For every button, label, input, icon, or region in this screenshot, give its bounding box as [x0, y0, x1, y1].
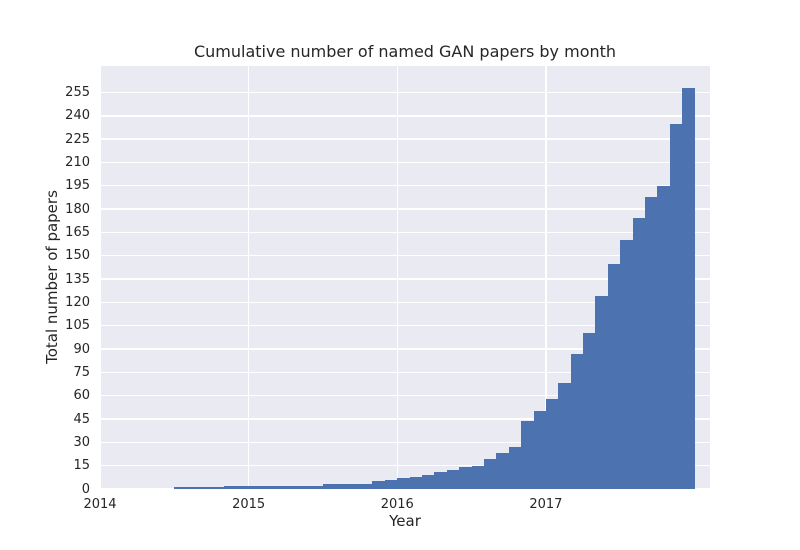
bar-2017-01: [545, 398, 559, 489]
bar-2015-07: [322, 484, 336, 489]
y-tick-label: 225: [65, 131, 90, 147]
bar-2017-06: [607, 263, 621, 489]
bar-2016-04: [434, 471, 448, 489]
bar-2015-02: [261, 485, 274, 489]
bar-2015-10: [360, 484, 373, 489]
bar-2017-09: [644, 196, 658, 489]
y-tick-label: 105: [65, 318, 90, 334]
y-tick-label: 150: [65, 248, 90, 264]
bar-2016-08: [483, 459, 497, 489]
y-tick-label: 120: [65, 294, 90, 310]
y-gridline: [100, 464, 710, 467]
bar-2014-08: [186, 487, 200, 489]
bar-2017-08: [632, 218, 646, 489]
bar-2017-03: [570, 353, 584, 489]
bar-2014-10: [211, 487, 225, 489]
y-tick-label: 240: [65, 108, 90, 124]
x-tick-label: 2015: [232, 497, 266, 512]
y-gridline: [100, 301, 710, 304]
plot-area: [100, 66, 710, 489]
y-tick-label: 210: [65, 154, 90, 170]
y-gridline: [100, 441, 710, 444]
x-gridline: [396, 66, 398, 489]
y-gridline: [100, 184, 710, 187]
y-tick-label: 15: [73, 458, 90, 474]
bar-2017-05: [595, 296, 609, 489]
bar-2016-10: [508, 447, 522, 489]
y-tick-label: 45: [73, 411, 90, 427]
bar-2014-11: [223, 485, 237, 489]
bar-2015-01: [248, 485, 262, 489]
y-tick-label: 180: [65, 201, 90, 217]
y-tick-label: 0: [81, 481, 90, 497]
bar-2016-02: [409, 476, 423, 489]
bar-2015-03: [273, 485, 287, 489]
y-gridline: [100, 161, 710, 164]
y-tick-label: 90: [73, 341, 90, 357]
bar-2014-07: [174, 487, 188, 489]
chart-title: Cumulative number of named GAN papers by…: [193, 42, 617, 61]
x-gridline: [100, 66, 101, 489]
bar-2016-03: [422, 475, 435, 489]
y-tick-label: 135: [65, 271, 90, 287]
x-axis-label: Year: [389, 512, 421, 530]
y-gridline: [100, 278, 710, 280]
bar-2016-01: [397, 478, 411, 489]
x-tick-label: 2017: [529, 497, 563, 512]
bar-2014-09: [199, 487, 212, 489]
bar-2016-06: [459, 467, 472, 489]
bar-2017-10: [657, 185, 671, 489]
y-gridline: [100, 231, 710, 234]
bar-2015-11: [372, 481, 386, 489]
bar-2015-04: [285, 485, 299, 489]
y-gridline: [100, 208, 710, 210]
y-tick-label: 30: [73, 434, 90, 450]
bar-2016-09: [496, 453, 510, 489]
y-gridline: [100, 138, 710, 140]
bar-2014-12: [236, 485, 250, 489]
y-tick-label: 165: [65, 224, 90, 240]
bar-2015-09: [347, 484, 361, 489]
y-gridline: [100, 418, 710, 420]
x-gridline: [247, 66, 250, 489]
y-tick-label: 75: [73, 364, 90, 380]
bar-2017-04: [583, 333, 596, 489]
y-gridline: [100, 115, 710, 117]
bar-2016-12: [533, 411, 547, 489]
bar-2015-05: [298, 485, 311, 489]
y-tick-label: 255: [65, 84, 90, 100]
x-tick-label: 2016: [380, 497, 414, 512]
bar-2017-12: [682, 87, 695, 489]
y-gridline: [100, 91, 710, 94]
y-tick-label: 195: [65, 178, 90, 194]
bar-2016-05: [446, 470, 460, 489]
bar-2015-08: [335, 484, 349, 489]
bar-2016-07: [471, 465, 485, 489]
y-tick-label: 60: [73, 388, 90, 404]
y-gridline: [100, 394, 710, 397]
x-gridline: [545, 66, 547, 489]
y-gridline: [100, 254, 710, 257]
bar-2015-06: [310, 485, 324, 489]
x-tick-label: 2014: [83, 497, 117, 512]
bar-2015-12: [384, 479, 398, 489]
bar-2017-11: [669, 123, 683, 489]
y-gridline: [100, 324, 710, 327]
y-gridline: [100, 371, 710, 374]
y-gridline: [100, 348, 710, 350]
bar-2016-11: [521, 420, 534, 489]
bar-2017-07: [620, 240, 633, 489]
bar-2017-02: [558, 383, 572, 489]
